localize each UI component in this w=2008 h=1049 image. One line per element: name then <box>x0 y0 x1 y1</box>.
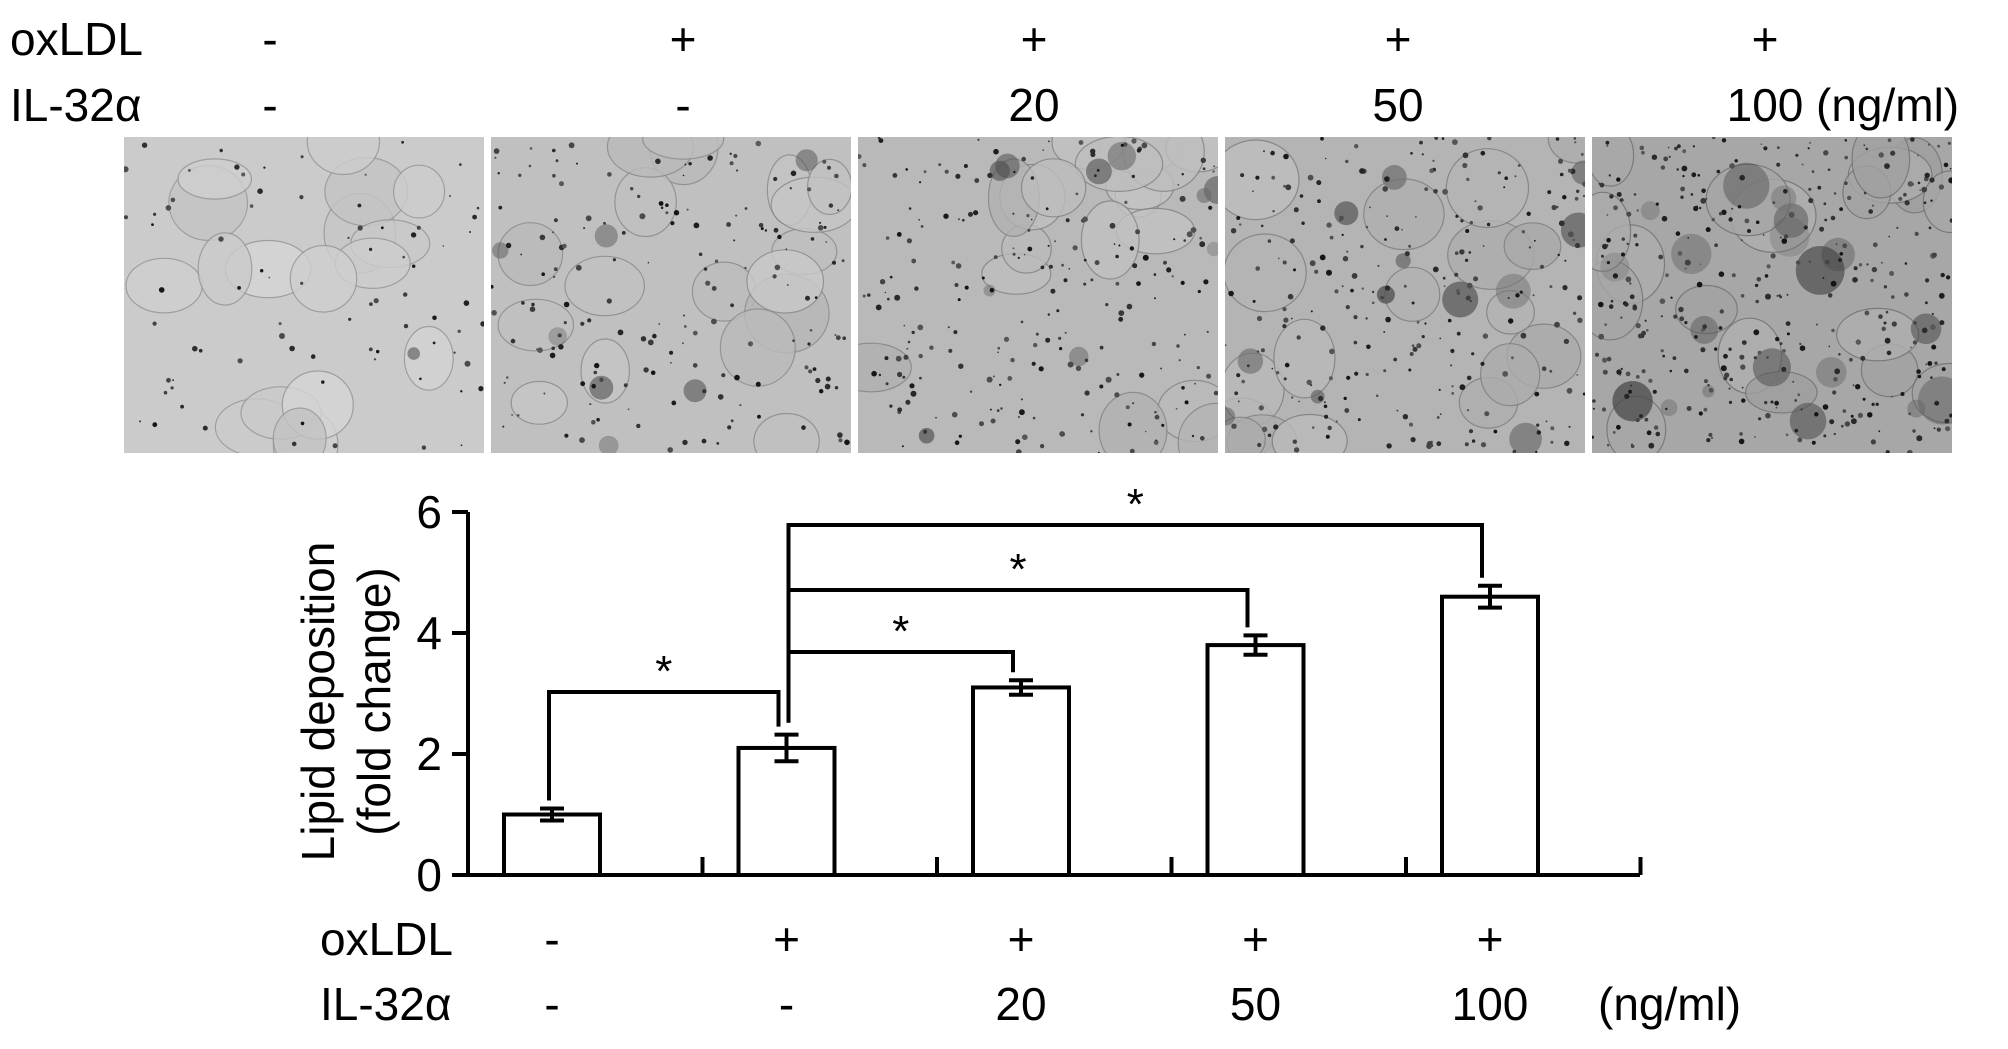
top-il32-value: 50 <box>1372 79 1424 131</box>
y-tick-label: 6 <box>416 486 442 538</box>
y-axis-label: Lipid deposition <box>292 542 344 862</box>
micrograph-panel-control <box>124 137 484 453</box>
x-oxldl-value: + <box>1242 913 1269 965</box>
top-oxldl-value: - <box>262 13 278 65</box>
x-il32-label: IL-32α <box>320 978 451 1030</box>
x-oxldl-value: + <box>1008 913 1035 965</box>
x-il32-value: 100 <box>1452 978 1529 1030</box>
significance-asterisk: * <box>1127 480 1144 529</box>
top-il32-unit: (ng/ml) <box>1816 79 1960 131</box>
top-oxldl-value: + <box>669 13 697 65</box>
top-il32-value: - <box>675 79 691 131</box>
x-oxldl-value: + <box>1477 913 1504 965</box>
micrograph-panel-oxldl-il32-100 <box>1592 137 1952 453</box>
significance-asterisk: * <box>655 647 672 696</box>
top-il32-value: 20 <box>1008 79 1060 131</box>
top-il32-label: IL-32α <box>10 79 142 131</box>
x-oxldl-value: + <box>773 913 800 965</box>
x-il32-value: 50 <box>1230 978 1281 1030</box>
top-oxldl-value: + <box>1020 13 1048 65</box>
x-oxldl-value: - <box>544 913 559 965</box>
y-tick-label: 0 <box>416 849 442 901</box>
top-oxldl-value: + <box>1751 13 1779 65</box>
significance-asterisk: * <box>1009 545 1026 594</box>
bar <box>502 812 602 877</box>
micrograph-panel-oxldl-il32-50 <box>1225 137 1585 453</box>
micrograph-strip <box>124 137 1960 453</box>
y-axis-label: (fold change) <box>348 567 400 836</box>
y-tick-label: 4 <box>416 607 442 659</box>
top-il32-value: 100 <box>1726 79 1804 131</box>
top-oxldl-value: + <box>1384 13 1412 65</box>
bar <box>1205 643 1306 877</box>
significance-asterisk: * <box>892 607 909 656</box>
y-tick-label: 2 <box>416 728 442 780</box>
x-il32-value: - <box>779 978 794 1030</box>
micrograph-panel-oxldl <box>491 137 851 453</box>
significance-bracket <box>547 690 781 801</box>
x-oxldl-label: oxLDL <box>320 913 453 965</box>
x-il32-value: 20 <box>995 978 1046 1030</box>
top-oxldl-label: oxLDL <box>10 13 143 65</box>
significance-bracket <box>786 523 1484 723</box>
bar <box>1440 594 1540 877</box>
x-il32-unit: (ng/ml) <box>1598 978 1741 1030</box>
x-il32-value: - <box>544 978 559 1030</box>
micrograph-panel-oxldl-il32-20 <box>858 137 1218 453</box>
top-il32-value: - <box>262 79 278 131</box>
bar <box>736 745 837 878</box>
bar <box>971 685 1071 878</box>
